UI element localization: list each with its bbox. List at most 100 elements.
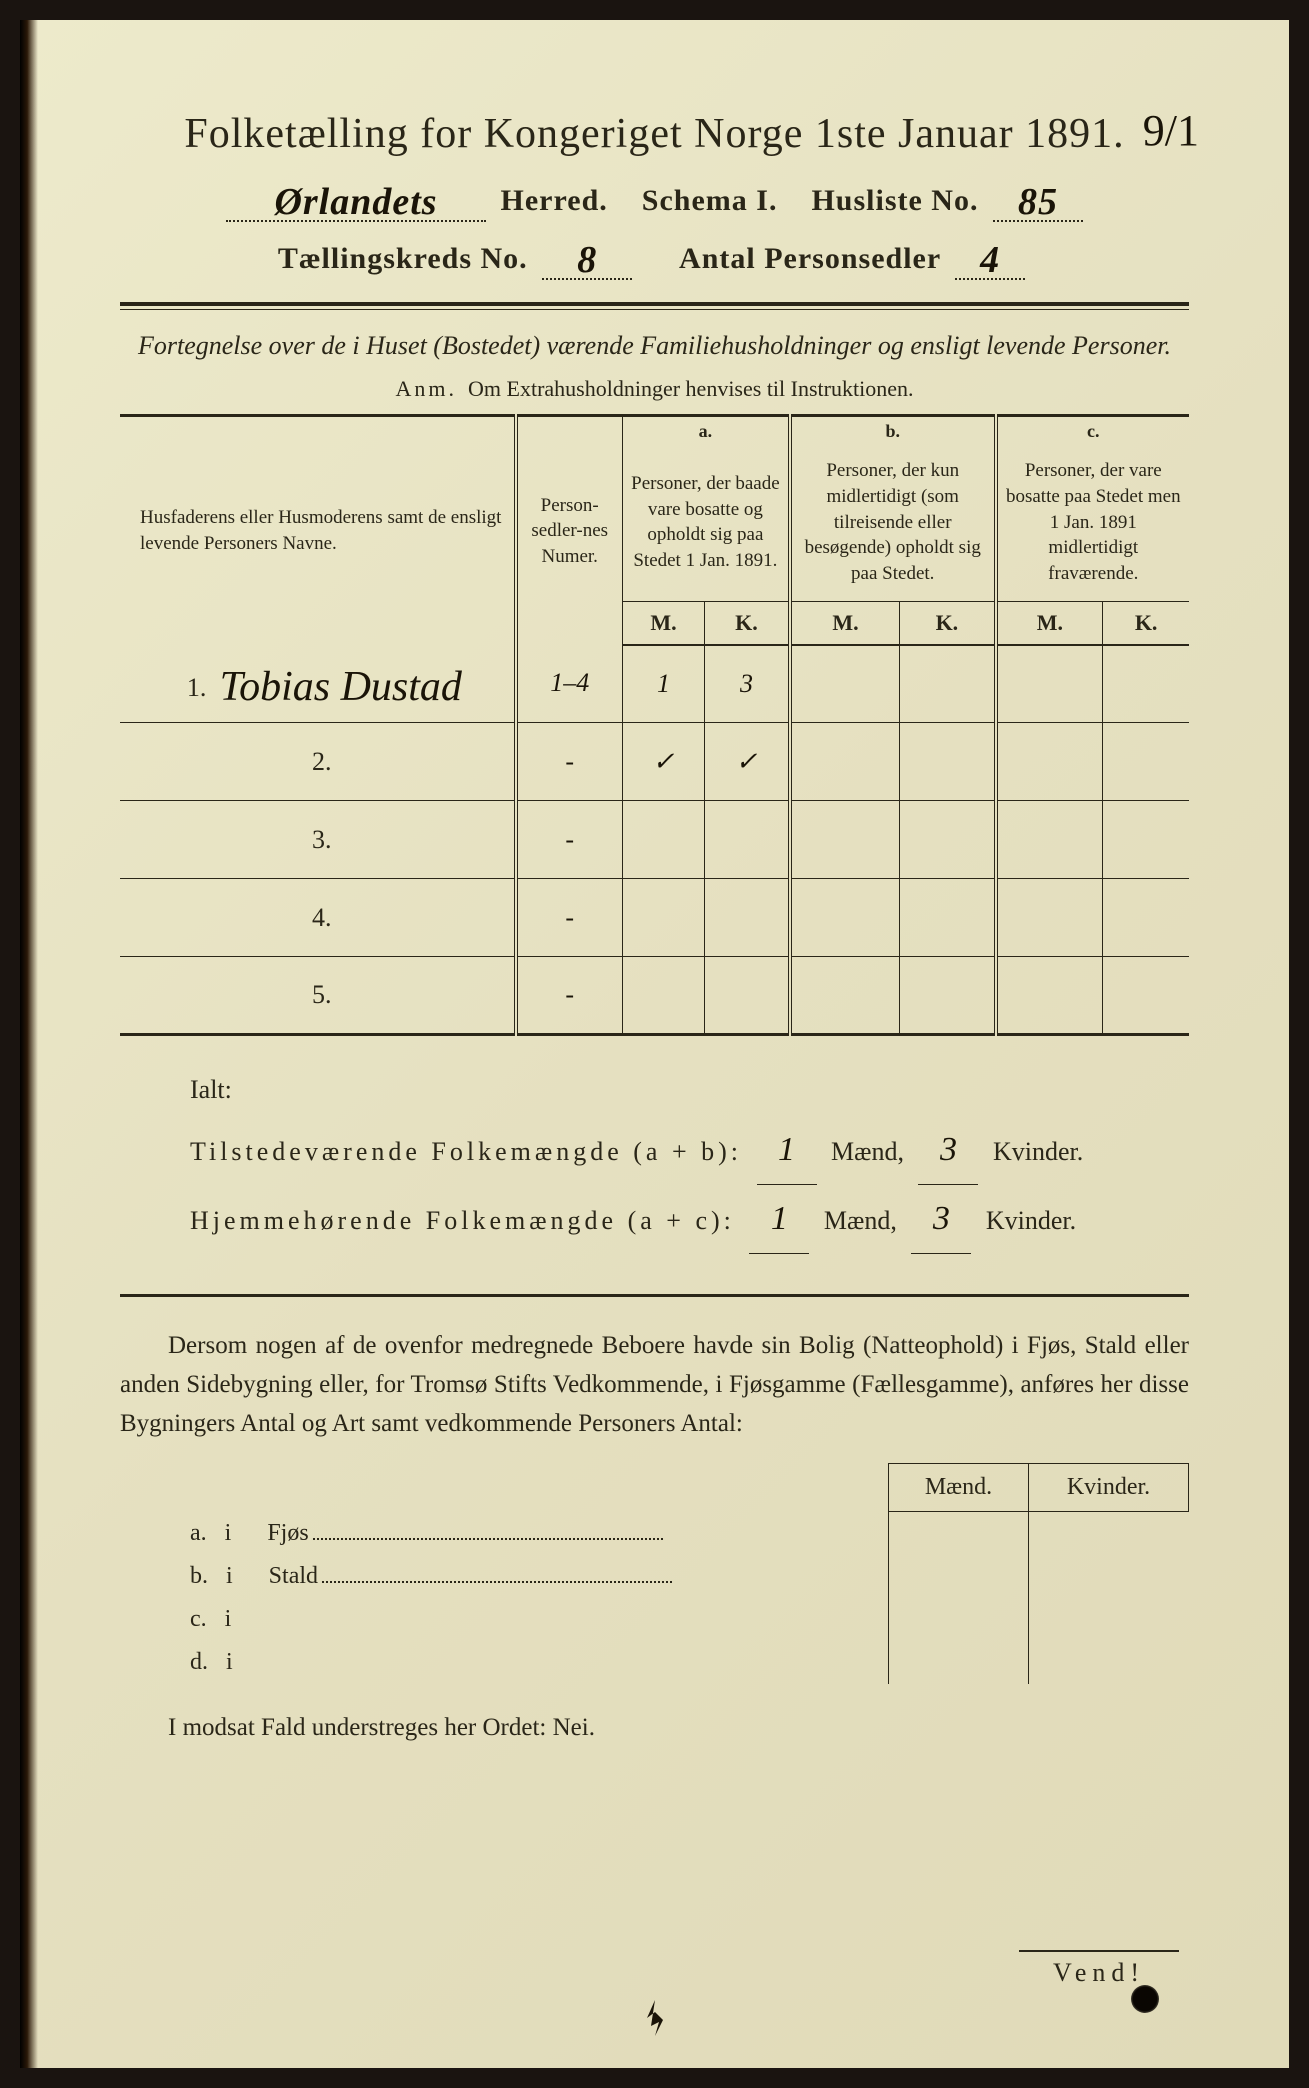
kreds-label: Tællingskreds No. <box>278 242 528 275</box>
row-name-cell: 4. <box>120 879 516 957</box>
husliste-label: Husliste No. <box>811 184 978 217</box>
row-a-k: ✓ <box>705 723 790 801</box>
row-a-k <box>705 879 790 957</box>
row-c-k <box>1103 957 1189 1035</box>
row-name-cell: 2. <box>120 723 516 801</box>
col-a-letter: a. <box>622 416 789 445</box>
row-a-m <box>622 879 704 957</box>
table-row: 4.- <box>120 879 1189 957</box>
col-c-header: Personer, der vare bosatte paa Stedet me… <box>996 444 1189 601</box>
kreds-value: 8 <box>577 239 597 281</box>
personsedler-label: Antal Personsedler <box>679 242 941 275</box>
col-b-m: M. <box>790 601 900 645</box>
row-numer: - <box>516 957 623 1035</box>
divider-thin <box>120 1294 1189 1297</box>
anm-text: Om Extrahusholdninger henvises til Instr… <box>468 376 913 401</box>
row-c-m <box>996 957 1103 1035</box>
totals-block: Ialt: Tilstedeværende Folkemængde (a + b… <box>190 1064 1189 1254</box>
anm-note: Anm. Om Extrahusholdninger henvises til … <box>120 376 1189 402</box>
table-row: 5.- <box>120 957 1189 1035</box>
col-a-header: Personer, der baade vare bosatte og opho… <box>622 444 789 601</box>
sub-row-label: b. i Stald <box>120 1555 889 1598</box>
hjemme-kvinder: 3 <box>911 1185 971 1254</box>
row-numer: 1–4 <box>516 645 623 723</box>
row-a-k <box>705 957 790 1035</box>
divider-thick-1 <box>120 302 1189 310</box>
row-c-k <box>1103 879 1189 957</box>
table-row: 3.- <box>120 801 1189 879</box>
nei-line: I modsat Fald understreges her Ordet: Ne… <box>120 1714 1189 1742</box>
row-a-k: 3 <box>705 645 790 723</box>
header-line-3: Tællingskreds No. 8 Antal Personsedler 4 <box>120 234 1189 280</box>
subtable-row: b. i Stald <box>120 1555 1189 1598</box>
row-c-m <box>996 723 1103 801</box>
sub-maend-header: Mænd. <box>889 1464 1029 1512</box>
husliste-value: 85 <box>1018 181 1058 223</box>
row-a-m: 1 <box>622 645 704 723</box>
herred-label: Herred. <box>501 184 608 217</box>
row-numer: - <box>516 723 623 801</box>
totals-line-1: Tilstedeværende Folkemængde (a + b): 1 M… <box>190 1116 1189 1185</box>
sub-row-maend <box>889 1641 1029 1684</box>
anm-prefix: Anm. <box>396 376 458 401</box>
sub-row-kvinder <box>1029 1512 1189 1555</box>
herred-field: Ørlandets <box>226 176 486 222</box>
sub-row-maend <box>889 1555 1029 1598</box>
header-line-2: Ørlandets Herred. Schema I. Husliste No.… <box>120 176 1189 222</box>
ink-blot <box>1131 1985 1159 2013</box>
row-a-m <box>622 801 704 879</box>
col-c-letter: c. <box>996 416 1189 445</box>
subtable-head-row: Mænd. Kvinder. <box>120 1464 1189 1512</box>
row-b-m <box>790 957 900 1035</box>
sub-row-label: c. i <box>120 1598 889 1641</box>
corner-fraction: 9/1 <box>1143 105 1199 156</box>
building-table: Mænd. Kvinder. a. i Fjøsb. i Staldc. i d… <box>120 1463 1189 1684</box>
col-b-k: K. <box>900 601 996 645</box>
sub-row-kvinder <box>1029 1598 1189 1641</box>
husliste-field: 85 <box>993 176 1083 222</box>
form-subtitle: Fortegnelse over de i Huset (Bostedet) v… <box>120 328 1189 364</box>
row-c-m <box>996 645 1103 723</box>
tilstede-label: Tilstedeværende Folkemængde (a + b): <box>190 1126 742 1178</box>
col-numer-header: Person-sedler-nes Numer. <box>516 416 623 645</box>
row-numer: - <box>516 879 623 957</box>
census-form-page: 9/1 Folketælling for Kongeriget Norge 1s… <box>20 20 1289 2068</box>
subtable-body: a. i Fjøsb. i Staldc. i d. i <box>120 1512 1189 1684</box>
building-paragraph: Dersom nogen af de ovenfor medregnede Be… <box>120 1327 1189 1443</box>
subtable-row: d. i <box>120 1641 1189 1684</box>
row-c-k <box>1103 723 1189 801</box>
col-b-header: Personer, der kun midlertidigt (som tilr… <box>790 444 996 601</box>
paper-tear-icon <box>635 1998 675 2038</box>
table-row: 1.Tobias Dustad1–413 <box>120 645 1189 723</box>
herred-value: Ørlandets <box>274 181 437 223</box>
vend-label: Vend! <box>1019 1950 1179 1988</box>
maend-label-2: Mænd, <box>824 1206 897 1235</box>
sub-row-kvinder <box>1029 1641 1189 1684</box>
personsedler-value: 4 <box>980 239 1000 281</box>
sub-kvinder-header: Kvinder. <box>1029 1464 1189 1512</box>
sub-row-label: a. i Fjøs <box>120 1512 889 1555</box>
col-c-m: M. <box>996 601 1103 645</box>
personsedler-field: 4 <box>955 234 1025 280</box>
table-row: 2.-✓✓ <box>120 723 1189 801</box>
row-c-m <box>996 801 1103 879</box>
kvinder-label-2: Kvinder. <box>986 1206 1076 1235</box>
row-numer: - <box>516 801 623 879</box>
col-names-header: Husfaderens eller Husmoderens samt de en… <box>120 416 516 645</box>
row-b-k <box>900 801 996 879</box>
totals-line-2: Hjemmehørende Folkemængde (a + c): 1 Mæn… <box>190 1185 1189 1254</box>
row-c-k <box>1103 645 1189 723</box>
sub-row-kvinder <box>1029 1555 1189 1598</box>
household-table: Husfaderens eller Husmoderens samt de en… <box>120 414 1189 1036</box>
row-a-k <box>705 801 790 879</box>
row-name-cell: 1.Tobias Dustad <box>120 645 516 723</box>
col-a-m: M. <box>622 601 704 645</box>
col-c-k: K. <box>1103 601 1189 645</box>
row-name-cell: 3. <box>120 801 516 879</box>
row-b-k <box>900 645 996 723</box>
form-header: Folketælling for Kongeriget Norge 1ste J… <box>120 110 1189 280</box>
kvinder-label-1: Kvinder. <box>993 1137 1083 1166</box>
col-b-letter: b. <box>790 416 996 445</box>
row-b-k <box>900 879 996 957</box>
subtable-row: a. i Fjøs <box>120 1512 1189 1555</box>
